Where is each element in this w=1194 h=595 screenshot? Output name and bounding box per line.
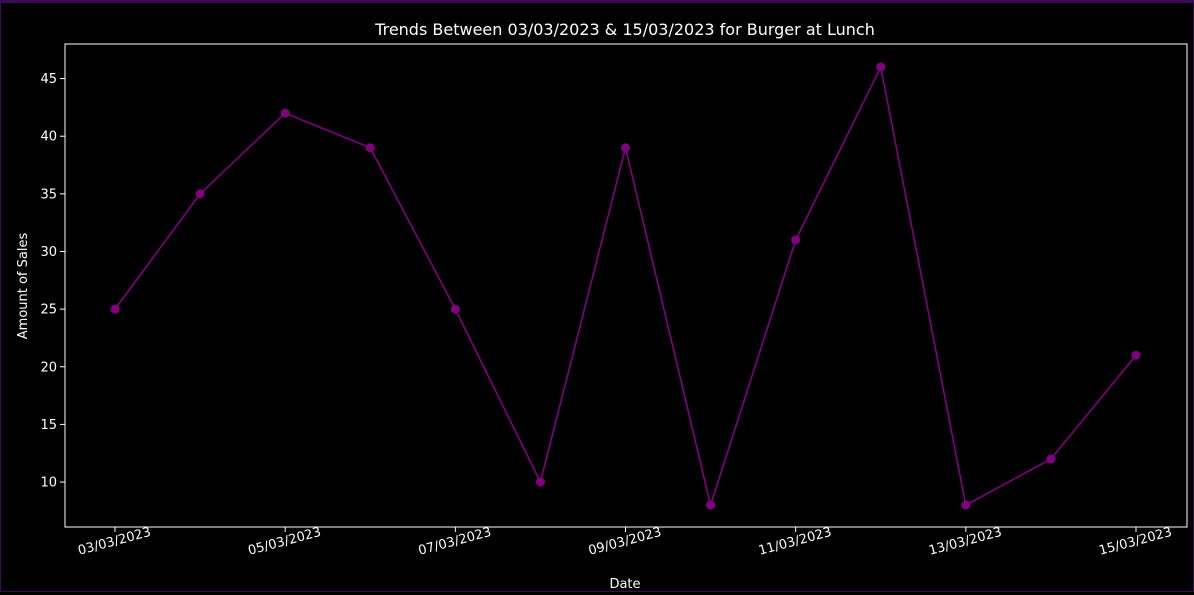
data-point — [1046, 454, 1056, 464]
y-tick-label: 25 — [40, 303, 57, 318]
data-point — [876, 62, 886, 72]
y-tick-label: 30 — [40, 245, 57, 260]
data-point — [621, 143, 630, 153]
y-tick-label: 45 — [40, 72, 57, 87]
chart-title: Trends Between 03/03/2023 & 15/03/2023 f… — [374, 20, 875, 39]
y-tick-label: 10 — [40, 476, 57, 491]
data-point — [450, 304, 460, 314]
x-axis-label: Date — [609, 577, 640, 592]
y-tick-label: 40 — [40, 130, 57, 145]
y-tick-label: 15 — [40, 418, 57, 433]
data-point — [706, 500, 716, 510]
series-line — [110, 62, 1141, 510]
data-point — [535, 477, 545, 487]
y-tick-label: 35 — [40, 187, 57, 202]
data-point — [961, 500, 971, 510]
data-point — [791, 235, 801, 245]
y-axis: 10 15 20 25 30 35 40 45 — [40, 72, 65, 491]
plot-area — [64, 43, 1188, 528]
x-axis: 03/03/2023 05/03/2023 07/03/2023 09/03/2023… — [76, 525, 1173, 559]
y-axis-label: Amount of Sales — [16, 233, 31, 340]
data-point — [1131, 350, 1141, 360]
data-point — [110, 304, 120, 314]
line-chart: Trends Between 03/03/2023 & 15/03/2023 f… — [16, 20, 1188, 592]
data-point — [365, 143, 375, 153]
data-point — [280, 108, 290, 118]
y-tick-label: 20 — [40, 360, 57, 375]
data-point — [195, 189, 205, 199]
